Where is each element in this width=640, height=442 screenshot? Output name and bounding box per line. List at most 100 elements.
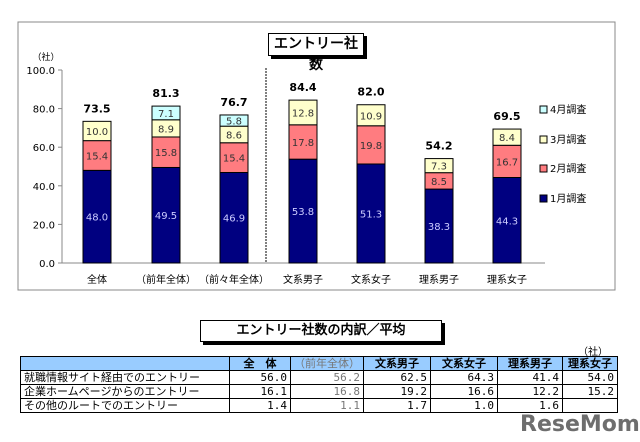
data-label: 7.1: [158, 109, 174, 120]
header-cell: （前年全体）: [290, 356, 364, 371]
x-tick-label: 文系女子: [351, 273, 391, 286]
bar-segment: [82, 120, 112, 142]
bar-segment: [356, 163, 386, 264]
bar-segment: [151, 105, 181, 121]
bar-segment: [356, 104, 386, 127]
legend-swatch: [539, 135, 548, 144]
y-tick-label: 60.0: [33, 143, 55, 154]
watermark-logo: ReseMom: [520, 412, 640, 437]
data-label: 10.9: [360, 111, 382, 122]
total-label: 54.2: [425, 140, 452, 153]
chart-title: エントリー社数: [268, 33, 364, 73]
cell: [562, 398, 618, 413]
cell: 1.7: [363, 398, 431, 413]
total-label: 81.3: [152, 87, 179, 100]
cell: 16.1: [229, 384, 291, 399]
legend-label: 3月調査: [550, 133, 586, 146]
legend-label: 1月調査: [550, 192, 586, 205]
x-tick-label: （前々年全体）: [199, 273, 269, 286]
header-cell: [20, 356, 230, 371]
cell: 16.8: [290, 384, 364, 399]
header-cell: 理系男子: [497, 356, 563, 371]
legend-swatch: [539, 164, 548, 173]
header-cell: 全 体: [229, 356, 291, 371]
table-row: 企業ホームページからのエントリー 16.1 16.8 19.2 16.6 12.…: [20, 384, 618, 399]
x-tick-label: 理系女子: [487, 273, 527, 286]
legend-swatch: [539, 194, 548, 203]
bar-segment: [288, 99, 318, 126]
data-label: 46.9: [223, 214, 245, 225]
header-cell: 文系男子: [363, 356, 431, 371]
table-title: エントリー社数の内訳／平均: [200, 320, 442, 342]
cell: 19.2: [363, 384, 431, 399]
bar-segment: [288, 124, 318, 160]
row-label: その他のルートでのエントリー: [20, 398, 230, 413]
bar-segment: [424, 158, 454, 174]
bar-segment: [356, 125, 386, 165]
total-label: 84.4: [289, 81, 316, 94]
data-label: 15.4: [223, 154, 245, 165]
cell: 12.2: [497, 384, 563, 399]
table-row: 就職情報サイト経由でのエントリー 56.0 56.2 62.5 64.3 41.…: [20, 370, 618, 385]
total-label: 82.0: [357, 86, 384, 99]
data-label: 51.3: [360, 209, 382, 220]
bar-segment: [288, 158, 318, 264]
legend-swatch: [539, 105, 548, 114]
data-label: 19.8: [360, 141, 382, 152]
data-label: 8.4: [499, 133, 515, 144]
data-label: 12.8: [292, 108, 314, 119]
cell: 1.4: [229, 398, 291, 413]
data-label: 53.8: [292, 207, 314, 218]
data-label: 10.0: [86, 127, 108, 138]
total-label: 76.7: [220, 96, 247, 109]
cell: 1.0: [430, 398, 498, 413]
cell: 1.6: [497, 398, 563, 413]
data-label: 8.9: [158, 124, 174, 135]
cell: 62.5: [363, 370, 431, 385]
legend-label: 4月調査: [550, 103, 586, 116]
y-tick-label: 100.0: [26, 66, 55, 77]
bar-segment: [219, 114, 249, 127]
legend-label: 2月調査: [550, 162, 586, 175]
x-tick-label: 文系男子: [283, 273, 323, 286]
data-label: 8.6: [226, 130, 242, 141]
data-label: 48.0: [86, 213, 108, 224]
data-label: 17.8: [292, 138, 314, 149]
data-label: 15.4: [86, 151, 108, 162]
cell: 64.3: [430, 370, 498, 385]
total-label: 69.5: [493, 110, 520, 123]
breakdown-table: 全 体 （前年全体） 文系男子 文系女子 理系男子 理系女子 就職情報サイト経由…: [20, 356, 618, 413]
data-label: 8.5: [431, 177, 447, 188]
data-label: 16.7: [496, 157, 518, 168]
y-tick-label: 20.0: [33, 220, 55, 231]
table-header-row: 全 体 （前年全体） 文系男子 文系女子 理系男子 理系女子: [20, 356, 618, 371]
data-label: 7.3: [431, 162, 447, 173]
cell: 56.0: [229, 370, 291, 385]
x-tick-label: （前年全体）: [136, 273, 196, 286]
bar-segment: [151, 166, 181, 264]
cell: 15.2: [562, 384, 618, 399]
bar-segment: [82, 169, 112, 264]
table-unit: （社）: [578, 347, 608, 358]
y-tick-label: 80.0: [33, 105, 55, 116]
cell: 16.6: [430, 384, 498, 399]
header-cell: 文系女子: [430, 356, 498, 371]
bar-segment: [151, 136, 181, 168]
data-label: 49.5: [155, 211, 177, 222]
y-tick-label: 0.0: [39, 259, 55, 270]
row-label: 企業ホームページからのエントリー: [20, 384, 230, 399]
cell: 54.0: [562, 370, 618, 385]
y-tick-label: 40.0: [33, 182, 55, 193]
x-tick-label: 理系男子: [419, 274, 459, 286]
data-label: 44.3: [496, 216, 518, 227]
data-label: 5.8: [226, 117, 242, 128]
cell: 41.4: [497, 370, 563, 385]
stacked-bar-chart: （社） 0.0 20.0 40.0 60.0 80.0 100.0 全体 48.0 15.4 10.…: [17, 21, 616, 291]
total-label: 73.5: [83, 102, 110, 115]
bar-segment: [492, 144, 522, 179]
x-tick-label: 全体: [87, 273, 107, 286]
table-row: その他のルートでのエントリー 1.4 1.1 1.7 1.0 1.6: [20, 398, 618, 413]
data-label: 15.8: [155, 148, 177, 159]
y-axis-label: （社）: [32, 51, 59, 63]
bar-segment: [492, 128, 522, 146]
